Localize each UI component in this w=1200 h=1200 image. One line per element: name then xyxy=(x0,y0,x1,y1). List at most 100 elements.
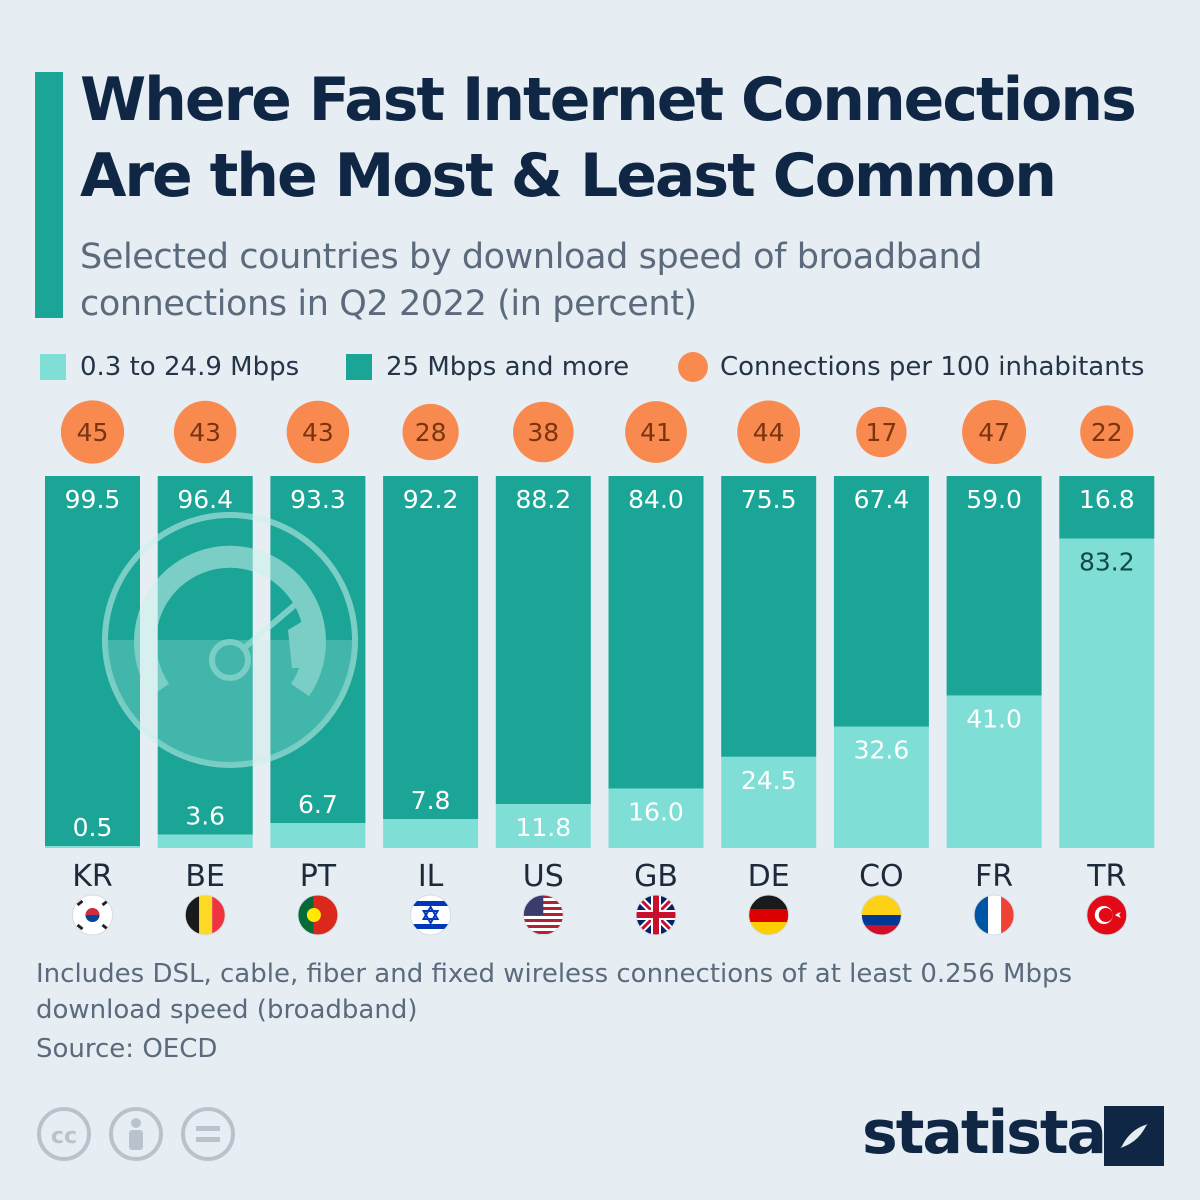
country-code-il: IL xyxy=(418,859,444,894)
country-code-gb: GB xyxy=(634,859,678,894)
bar-slow-il xyxy=(383,818,479,848)
label-slow-il: 7.8 xyxy=(411,786,451,815)
creative-commons-icon[interactable]: cc xyxy=(37,1107,91,1161)
flag-de-icon xyxy=(748,895,789,935)
bubble-il xyxy=(402,403,459,461)
bar-slow-fr xyxy=(946,695,1042,848)
flag-layer xyxy=(72,894,1128,936)
label-slow-us: 11.8 xyxy=(515,813,571,842)
bar-fast-us xyxy=(495,476,591,805)
footnote: Includes DSL, cable, fiber and fixed wir… xyxy=(36,959,1073,1025)
label-slow-pt: 6.7 xyxy=(298,790,338,819)
bar-slow-tr xyxy=(1059,538,1155,848)
bubble-label-co: 17 xyxy=(865,418,897,447)
bar-slow-be xyxy=(157,834,253,848)
legend-item-fast: 25 Mbps and more xyxy=(346,352,629,382)
bar-fast-kr xyxy=(45,476,140,847)
bubble-co xyxy=(856,406,907,458)
bar-fast-co xyxy=(833,476,929,727)
label-fast-us: 88.2 xyxy=(515,485,571,514)
label-slow-de: 24.5 xyxy=(741,766,797,795)
bubble-label-pt: 43 xyxy=(302,418,334,447)
bar-slow-pt xyxy=(270,823,366,848)
bar-slow-us xyxy=(495,804,591,848)
bar-fast-fr xyxy=(946,476,1042,696)
country-code-de: DE xyxy=(748,859,790,894)
flag-il-icon xyxy=(410,895,451,935)
label-fast-be: 96.4 xyxy=(177,485,233,514)
bubble-label-gb: 41 xyxy=(640,418,672,447)
chart-title: Where Fast Internet Connections Are the … xyxy=(80,65,1137,211)
bubble-label-de: 44 xyxy=(753,418,785,447)
label-slow-tr: 83.2 xyxy=(1079,547,1135,576)
label-fast-de: 75.5 xyxy=(741,485,797,514)
legend-swatch-slow xyxy=(40,354,66,380)
bar-slow-gb xyxy=(608,788,704,848)
bar-fast-tr xyxy=(1059,476,1155,539)
title-accent-bar xyxy=(35,72,63,318)
label-slow-kr: 0.5 xyxy=(73,813,113,842)
bubble-label-fr: 47 xyxy=(978,418,1010,447)
flag-tr-icon xyxy=(1086,895,1127,935)
legend-swatch-fast xyxy=(346,354,372,380)
country-code-be: BE xyxy=(185,859,225,894)
bubble-us xyxy=(513,401,574,463)
legend-dot-connections xyxy=(678,352,708,382)
bar-slow-kr xyxy=(45,846,140,848)
no-derivatives-icon[interactable] xyxy=(181,1107,235,1161)
bubble-label-tr: 22 xyxy=(1091,418,1123,447)
chart-subtitle: Selected countries by download speed of … xyxy=(80,237,983,324)
bubble-label-be: 43 xyxy=(189,418,221,447)
license-icons: cc xyxy=(36,1106,246,1166)
country-code-layer: KR BE PT IL US GB DE CO FR TR xyxy=(72,859,1126,894)
label-fast-pt: 93.3 xyxy=(290,485,346,514)
bar-slow-de xyxy=(721,756,817,848)
bubble-pt xyxy=(286,400,350,464)
bar-slow-co xyxy=(833,726,929,848)
country-code-kr: KR xyxy=(72,859,113,894)
legend-label-slow: 0.3 to 24.9 Mbps xyxy=(80,352,300,382)
bubble-label-il: 28 xyxy=(415,418,447,447)
label-fast-fr: 59.0 xyxy=(966,485,1022,514)
attribution-icon[interactable] xyxy=(109,1107,163,1161)
flag-co-icon xyxy=(861,895,902,935)
bar-layer xyxy=(45,476,1155,848)
label-fast-gb: 84.0 xyxy=(628,485,684,514)
flag-us-icon xyxy=(523,895,564,935)
statista-logo[interactable]: statista xyxy=(862,1098,1107,1168)
country-code-tr: TR xyxy=(1086,859,1126,894)
bubble-label-us: 38 xyxy=(527,418,559,447)
bubble-de xyxy=(737,400,801,464)
label-slow-be: 3.6 xyxy=(185,802,225,831)
bubble-tr xyxy=(1080,405,1134,459)
country-code-us: US xyxy=(523,859,564,894)
label-slow-co: 32.6 xyxy=(854,736,910,765)
legend-item-connections: Connections per 100 inhabitants xyxy=(678,352,1144,382)
bubble-layer: 45 43 43 28 38 41 44 17 47 22 xyxy=(60,400,1134,464)
label-fast-kr: 99.5 xyxy=(65,485,121,514)
label-slow-fr: 41.0 xyxy=(966,704,1022,733)
label-fast-co: 67.4 xyxy=(854,485,910,514)
label-layer: 99.5 0.5 96.4 3.6 93.3 6.7 92.2 7.8 88.2 11.8 84.0… xyxy=(65,485,1135,842)
bar-fast-be xyxy=(157,476,253,835)
statista-logo-mark-icon xyxy=(1104,1106,1164,1166)
bar-fast-il xyxy=(383,476,479,819)
speedometer-icon xyxy=(102,512,358,768)
flag-kr-icon xyxy=(72,895,113,935)
bubble-kr xyxy=(60,400,125,464)
bar-fast-de xyxy=(721,476,817,757)
country-code-co: CO xyxy=(859,859,904,894)
bubble-be xyxy=(173,400,237,464)
flag-gb-icon xyxy=(636,895,676,935)
legend-item-slow: 0.3 to 24.9 Mbps xyxy=(40,352,299,382)
label-fast-il: 92.2 xyxy=(403,485,459,514)
country-code-pt: PT xyxy=(300,859,337,894)
flag-be-icon xyxy=(185,895,226,935)
bubble-fr xyxy=(962,400,1027,464)
bubble-label-kr: 45 xyxy=(77,418,109,447)
legend-label-fast: 25 Mbps and more xyxy=(386,352,630,382)
legend-label-connections: Connections per 100 inhabitants xyxy=(720,352,1145,382)
flag-fr-icon xyxy=(974,895,1015,935)
label-fast-tr: 16.8 xyxy=(1079,485,1135,514)
bar-fast-gb xyxy=(608,476,704,789)
